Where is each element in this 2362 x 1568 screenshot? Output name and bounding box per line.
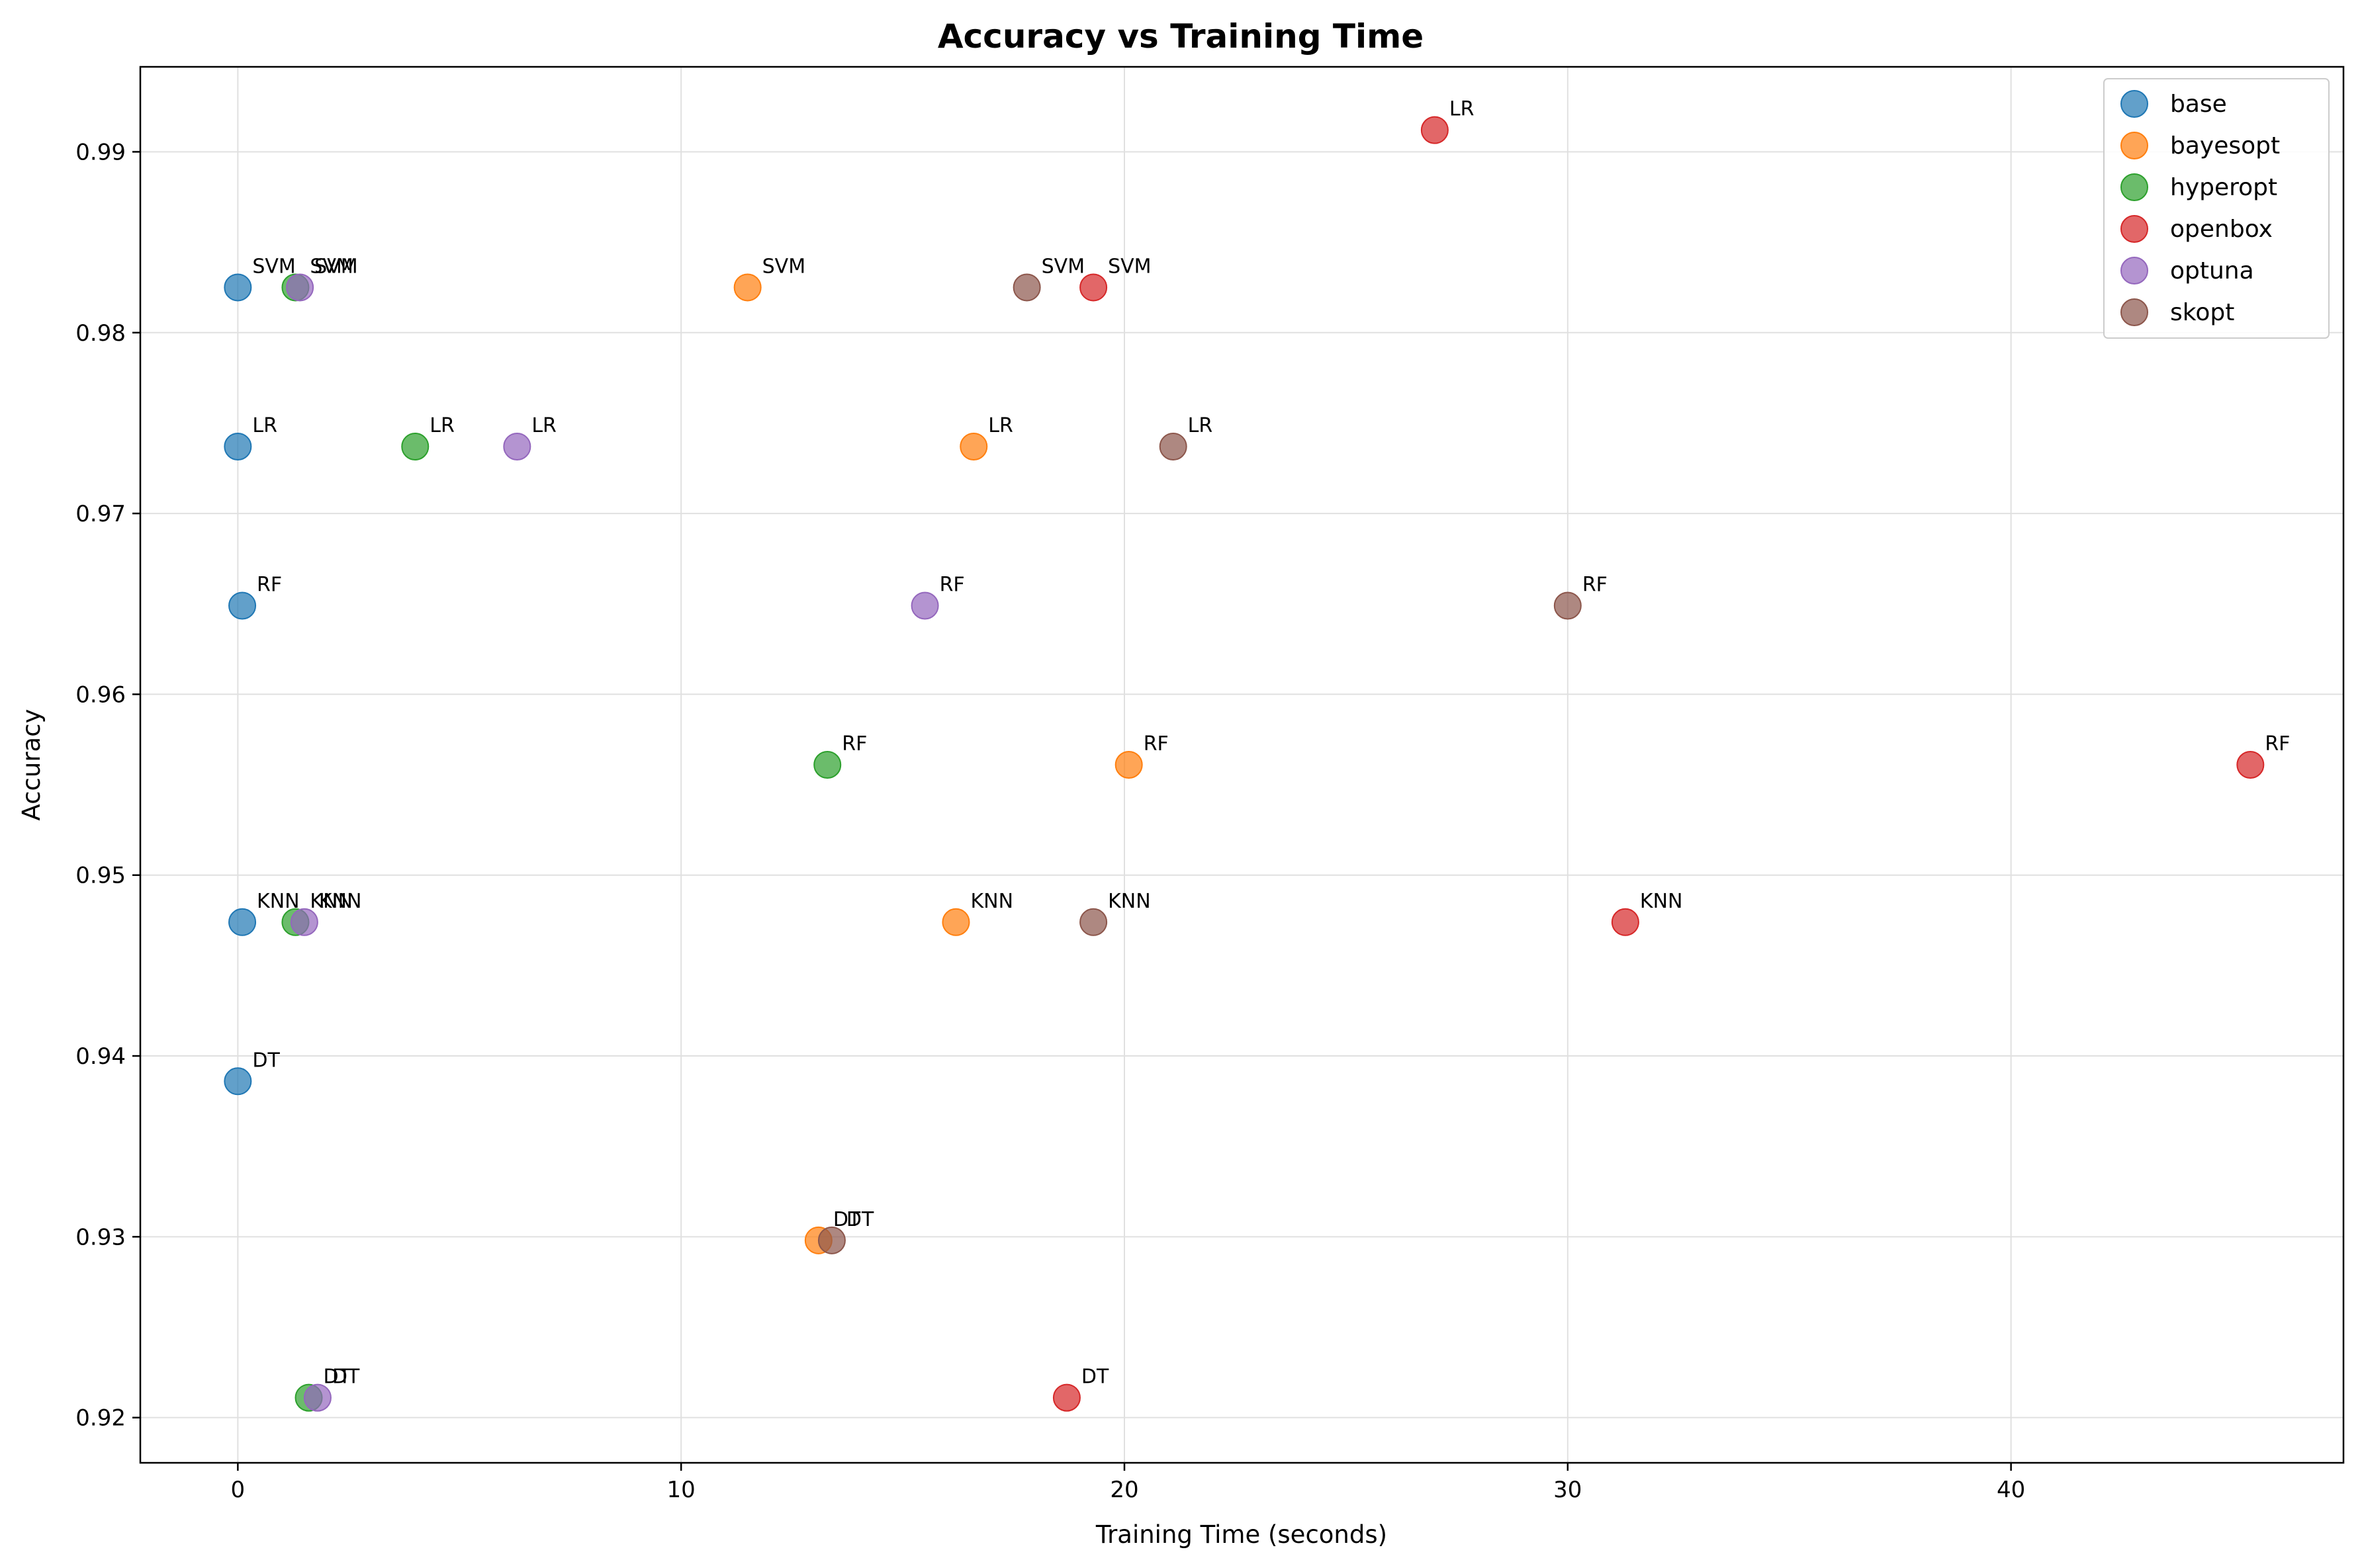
- legend-marker: [2120, 90, 2148, 118]
- point-label: SVM: [1042, 255, 1085, 278]
- data-point: [1611, 908, 1639, 936]
- data-point: [960, 432, 988, 460]
- point-label: RF: [842, 732, 867, 756]
- data-point: [813, 751, 842, 779]
- x-tick-label: 0: [231, 1477, 246, 1503]
- legend: base bayesopt hyperopt openbox optuna skopt: [2103, 78, 2330, 339]
- x-tick-label: 30: [1553, 1477, 1582, 1503]
- point-label: KNN: [257, 890, 300, 913]
- point-label: RF: [940, 573, 965, 596]
- point-label: DT: [324, 1366, 351, 1389]
- point-label: LR: [988, 414, 1013, 437]
- data-point: [817, 1226, 846, 1254]
- data-point: [911, 591, 939, 620]
- point-label: DT: [846, 1208, 874, 1231]
- point-label: KNN: [1640, 890, 1683, 913]
- x-axis-label: Training Time (seconds): [1095, 1520, 1387, 1549]
- data-point: [1079, 273, 1108, 302]
- y-tick-label: 0.97: [75, 501, 126, 527]
- data-point: [303, 1383, 332, 1412]
- x-tick-label: 10: [667, 1477, 696, 1503]
- point-label: LR: [531, 414, 557, 437]
- grid: [140, 67, 2343, 1463]
- legend-label: base: [2170, 91, 2227, 118]
- y-tick-label: 0.92: [75, 1405, 126, 1432]
- data-point: [224, 1067, 252, 1096]
- y-tick-label: 0.98: [75, 320, 126, 347]
- data-point: [286, 273, 314, 302]
- x-tick-label: 40: [1997, 1477, 2025, 1503]
- legend-label: skopt: [2170, 299, 2234, 326]
- legend-marker: [2120, 257, 2148, 284]
- point-label: RF: [1144, 732, 1169, 756]
- data-point: [1159, 432, 1187, 460]
- legend-label: hyperopt: [2170, 174, 2277, 201]
- point-label: SVM: [310, 255, 353, 278]
- x-tick-label: 20: [1110, 1477, 1138, 1503]
- data-point: [228, 591, 257, 620]
- point-label: LR: [252, 414, 277, 437]
- point-label: KNN: [319, 890, 362, 913]
- data-point: [1052, 1383, 1081, 1412]
- axis-ticks: 0 10 20 30 40 0.92 0.93 0.94 0.95 0.96 0.97 0.98 0.9…: [75, 139, 2025, 1503]
- point-label: SVM: [1108, 255, 1151, 278]
- plot-frame: [139, 65, 2345, 1464]
- data-point: [1079, 908, 1108, 936]
- data-point: [1013, 273, 1041, 302]
- legend-label: bayesopt: [2170, 132, 2280, 159]
- data-point: [290, 908, 318, 936]
- legend-marker: [2120, 173, 2148, 201]
- legend-box: [2103, 78, 2330, 339]
- data-point: [228, 908, 257, 936]
- data-point: [1553, 591, 1582, 620]
- legend-label: optuna: [2170, 257, 2254, 284]
- legend-marker: [2120, 298, 2148, 326]
- point-label: LR: [430, 414, 455, 437]
- point-label: SVM: [314, 255, 357, 278]
- point-label: KNN: [310, 890, 353, 913]
- point-label: LR: [1449, 98, 1475, 121]
- point-label: DT: [1081, 1366, 1109, 1389]
- point-labels: SVM LR RF KNN DT SVM LR RF KNN DT SVM LR RF KNN DT SVM L…: [252, 98, 2290, 1389]
- point-label: LR: [1188, 414, 1213, 437]
- data-point: [942, 908, 970, 936]
- y-tick-label: 0.99: [75, 139, 126, 165]
- data-point: [401, 432, 430, 460]
- legend-marker: [2120, 215, 2148, 243]
- chart-title: Accuracy vs Training Time: [938, 17, 1424, 56]
- point-label: DT: [252, 1049, 280, 1072]
- y-tick-label: 0.94: [75, 1043, 126, 1070]
- data-point: [733, 273, 762, 302]
- point-label: RF: [1582, 573, 1608, 596]
- point-label: SVM: [252, 255, 295, 278]
- y-axis-label: Accuracy: [17, 709, 46, 821]
- point-label: KNN: [1108, 890, 1151, 913]
- point-label: KNN: [970, 890, 1013, 913]
- point-label: SVM: [762, 255, 805, 278]
- point-label: RF: [257, 573, 282, 596]
- data-point: [1420, 116, 1449, 144]
- data-point: [224, 432, 252, 460]
- legend-marker: [2120, 132, 2148, 159]
- data-points: [224, 116, 2265, 1412]
- y-tick-label: 0.96: [75, 681, 126, 708]
- data-point: [2236, 751, 2265, 779]
- y-tick-label: 0.95: [75, 863, 126, 889]
- data-point: [224, 273, 252, 302]
- data-point: [503, 432, 531, 460]
- data-point: [1114, 751, 1143, 779]
- point-label: DT: [833, 1208, 861, 1231]
- y-tick-label: 0.93: [75, 1224, 126, 1250]
- legend-label: openbox: [2170, 216, 2273, 243]
- point-label: RF: [2265, 732, 2290, 756]
- point-label: DT: [332, 1366, 360, 1389]
